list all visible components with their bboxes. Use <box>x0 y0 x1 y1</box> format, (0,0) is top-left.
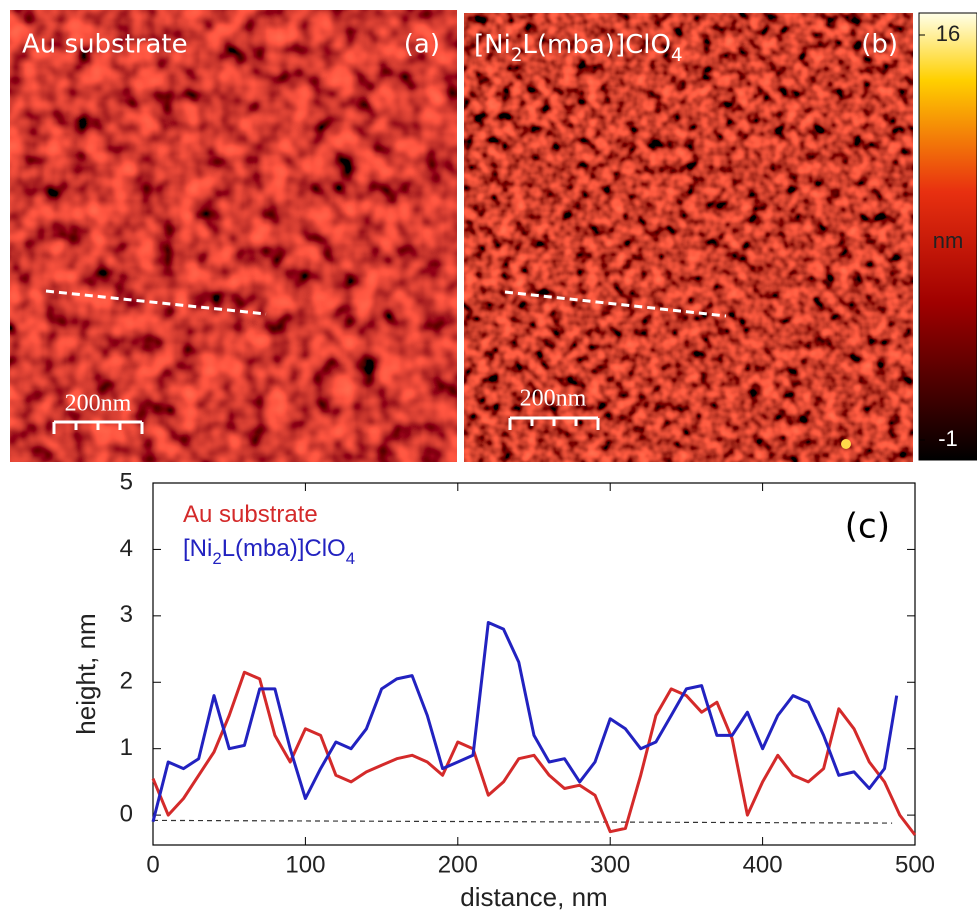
y-tick-label: 1 <box>120 734 133 761</box>
y-tick-label: 2 <box>120 668 133 695</box>
scale-bar-label: 200nm <box>520 386 587 412</box>
series-line <box>151 621 899 823</box>
colorbar-tick-label: -1 <box>938 426 958 451</box>
panel-label: [Ni2L(mba)]ClO4 <box>474 30 683 66</box>
x-tick-label: 500 <box>895 851 935 878</box>
y-axis-label: height, nm <box>71 613 101 734</box>
x-tick-label: 200 <box>438 851 478 878</box>
panel-tag: (c) <box>845 507 890 547</box>
colorbar-tick-label: 16 <box>936 21 960 46</box>
y-tick-label: 5 <box>120 468 133 495</box>
afm-image-a <box>10 10 457 462</box>
colorbar <box>918 12 977 461</box>
y-tick-label: 3 <box>120 601 133 628</box>
bright-spot <box>841 439 851 449</box>
panel-label: Au substrate <box>22 30 188 60</box>
scale-bar <box>52 420 144 434</box>
profile-line <box>504 290 727 318</box>
panel-tag: (b) <box>861 30 898 60</box>
x-tick-label: 300 <box>590 851 630 878</box>
y-tick-label: 0 <box>120 800 133 827</box>
legend-entry: [Ni2L(mba)]ClO4 <box>183 535 355 568</box>
colorbar-ticks: 16 -1 <box>919 21 960 451</box>
scale-bar-label: 200nm <box>65 391 132 417</box>
profile-line <box>45 289 267 316</box>
x-tick-label: 100 <box>285 851 325 878</box>
x-tick-label: 0 <box>146 851 159 878</box>
legend-entry: Au substrate <box>183 501 318 528</box>
profile-chart: 0 100 200 300 400 500 0 1 2 3 4 5 distance, nm height… <box>71 468 935 912</box>
colorbar-label: nm <box>933 228 964 253</box>
scale-bar <box>508 416 600 430</box>
plot-frame <box>152 482 916 846</box>
afm-image-b <box>464 13 913 462</box>
y-tick-label: 4 <box>120 535 133 562</box>
x-tick-label: 400 <box>743 851 783 878</box>
series-line <box>151 670 917 836</box>
baseline <box>152 819 893 824</box>
x-axis-label: distance, nm <box>460 882 607 912</box>
panel-tag: (a) <box>404 30 440 60</box>
